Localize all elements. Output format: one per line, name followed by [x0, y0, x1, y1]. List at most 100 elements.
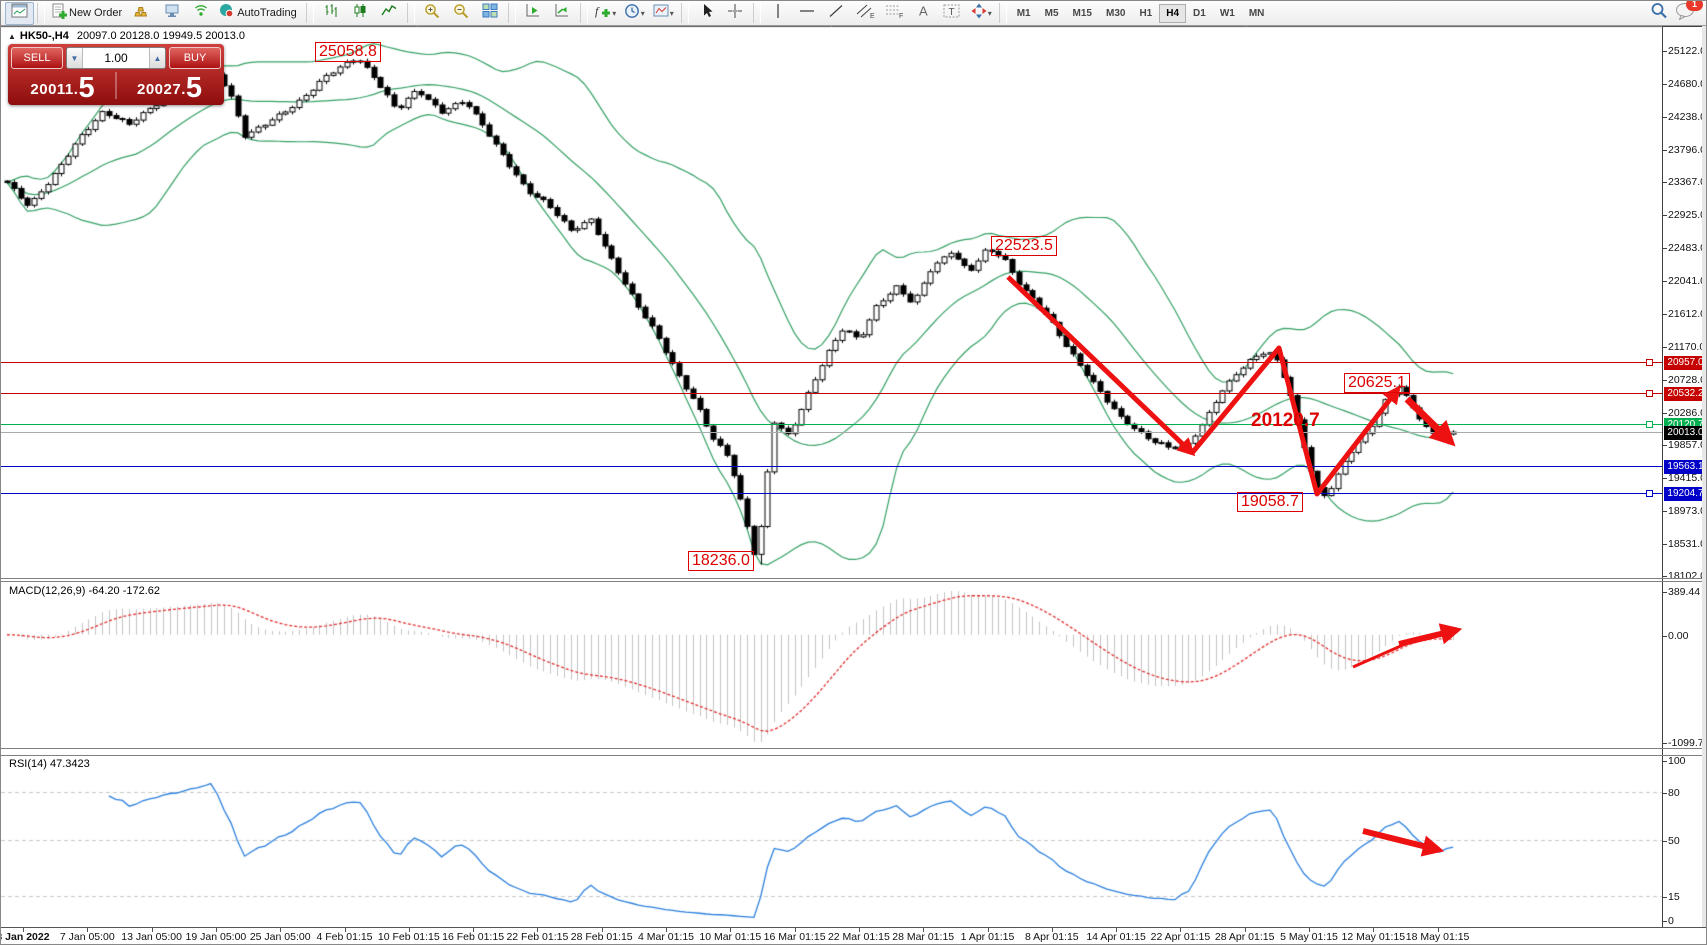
text-label-button[interactable]: T	[938, 2, 967, 25]
tile-windows-button[interactable]	[476, 2, 505, 25]
trendline-button[interactable]	[822, 2, 851, 25]
price-annotation[interactable]: 22523.5	[991, 236, 1057, 256]
vertical-line-icon	[773, 3, 783, 24]
cursor-button[interactable]	[692, 2, 721, 25]
timeframe-mn[interactable]: MN	[1248, 7, 1265, 19]
date-tick	[408, 928, 410, 932]
date-label: 10 Mar 01:15	[699, 931, 762, 943]
horizontal-level-line[interactable]	[1, 393, 1662, 395]
macd-tick-dash	[1663, 592, 1667, 593]
pane-separator[interactable]	[1, 581, 1706, 582]
toolbar-separator	[752, 3, 761, 23]
timeframe-h1[interactable]: H1	[1139, 7, 1153, 19]
toolbar-separator	[305, 3, 314, 23]
horizontal-line-button[interactable]	[793, 2, 822, 25]
timeframe-m30[interactable]: M30	[1105, 7, 1126, 19]
indicators-button[interactable]: f ▾	[591, 2, 620, 25]
templates-button[interactable]: ▾	[649, 2, 678, 25]
chart-shift-button[interactable]	[519, 2, 548, 25]
timeframe-m5[interactable]: M5	[1044, 7, 1059, 19]
price-tick-label: 21612.0	[1668, 307, 1706, 320]
horizontal-level-line[interactable]	[1, 424, 1662, 426]
new-order-icon	[51, 3, 67, 24]
line-chart-button[interactable]	[375, 2, 404, 25]
price-tick-label: 18102.0	[1668, 570, 1706, 583]
sell-button[interactable]: SELL	[11, 47, 63, 69]
pane-separator[interactable]	[1, 748, 1706, 749]
zoom-in-button[interactable]	[418, 2, 447, 25]
candlesticks-button[interactable]	[346, 2, 375, 25]
toolbar-separator	[507, 3, 516, 23]
date-tick	[537, 928, 539, 932]
horizontal-level-line[interactable]	[1, 465, 1662, 467]
date-tick	[280, 928, 282, 932]
price-annotation[interactable]: 18236.0	[688, 551, 754, 571]
toolbar-group-zoom	[418, 2, 505, 25]
date-label: 8 Apr 01:15	[1024, 931, 1079, 943]
horizontal-level-line[interactable]	[1, 492, 1662, 494]
price-tick-dash	[1663, 84, 1667, 86]
volume-decrease-button[interactable]: ▼	[67, 48, 83, 68]
line-handle[interactable]	[1646, 358, 1653, 366]
equidistant-channel-button[interactable]: E	[851, 2, 880, 25]
terminal-icon	[164, 3, 180, 23]
autotrading-button[interactable]: AutoTrading	[215, 2, 303, 25]
date-tick	[601, 928, 603, 932]
toolbar-group-trade: New Order AutoTrading	[48, 2, 303, 25]
horizontal-level-line[interactable]	[1, 361, 1662, 363]
chat-button[interactable]: 1	[1675, 1, 1703, 25]
buy-price-button[interactable]: 20027. 5	[118, 69, 221, 103]
date-label: 22 Mar 01:15	[827, 931, 890, 943]
date-label: 1 Apr 01:15	[960, 931, 1015, 943]
line-handle[interactable]	[1646, 421, 1653, 429]
buy-button[interactable]: BUY	[169, 47, 221, 69]
arrows-icon	[971, 3, 987, 24]
timeframe-h4[interactable]: H4	[1159, 3, 1187, 23]
timeframe-w1[interactable]: W1	[1219, 7, 1235, 19]
rsi-tick-label: 80	[1668, 787, 1680, 799]
pane-separator[interactable]	[1, 578, 1706, 579]
date-tick	[473, 928, 475, 932]
line-handle[interactable]	[1646, 390, 1653, 398]
price-annotation[interactable]: 25058.8	[315, 42, 381, 62]
date-label: 4 Feb 01:15	[316, 931, 373, 943]
timeframe-m15[interactable]: M15	[1072, 7, 1092, 19]
price-axis[interactable]: 25122.0 24680.0 24238.0 23796.0 23367.0 22925…	[1662, 26, 1706, 927]
svg-text:E: E	[870, 13, 875, 19]
line-handle[interactable]	[1646, 489, 1653, 497]
signal-button[interactable]	[186, 2, 215, 25]
sell-price-button[interactable]: 20011. 5	[11, 69, 114, 103]
price-annotation[interactable]: 20625.1	[1344, 373, 1410, 393]
cursor-icon	[700, 3, 713, 24]
sell-price-dot: .	[73, 81, 79, 98]
terminal-button[interactable]	[157, 2, 186, 25]
volume-value[interactable]: 1.00	[104, 51, 128, 65]
line-chart-icon	[381, 3, 397, 23]
auto-scroll-button[interactable]	[548, 2, 577, 25]
vertical-line-button[interactable]	[764, 2, 793, 25]
text-button[interactable]: A	[909, 2, 938, 25]
date-label: 25 Jan 05:00	[249, 931, 311, 943]
collapse-panel-icon[interactable]: ▲	[8, 31, 16, 41]
crosshair-button[interactable]	[721, 2, 750, 25]
search-button[interactable]	[1650, 2, 1669, 25]
chart-window-button[interactable]	[5, 1, 34, 25]
ohlc-bars-button[interactable]	[317, 2, 346, 25]
timeframe-d1[interactable]: D1	[1193, 7, 1206, 19]
timeframe-m1[interactable]: M1	[1016, 7, 1031, 19]
price-annotation[interactable]: 19058.7	[1237, 492, 1303, 512]
date-axis[interactable]: 3 Jan 2022 7 Jan 05:00 13 Jan 05:00 19 Jan …	[1, 927, 1706, 944]
arrows-button[interactable]: ▾	[967, 2, 996, 25]
periods-button[interactable]: ▾	[620, 2, 649, 25]
new-order-button[interactable]: New Order	[48, 2, 128, 25]
price-annotation[interactable]: 20120.7	[1251, 410, 1320, 431]
pane-separator[interactable]	[1, 755, 1706, 756]
zoom-out-button[interactable]	[447, 2, 476, 25]
candlesticks-icon	[352, 3, 368, 23]
volume-increase-button[interactable]: ▲	[149, 48, 165, 68]
fibonacci-button[interactable]: F	[880, 2, 909, 25]
gold-bars-button[interactable]	[128, 2, 157, 25]
text-icon: A	[917, 3, 930, 24]
